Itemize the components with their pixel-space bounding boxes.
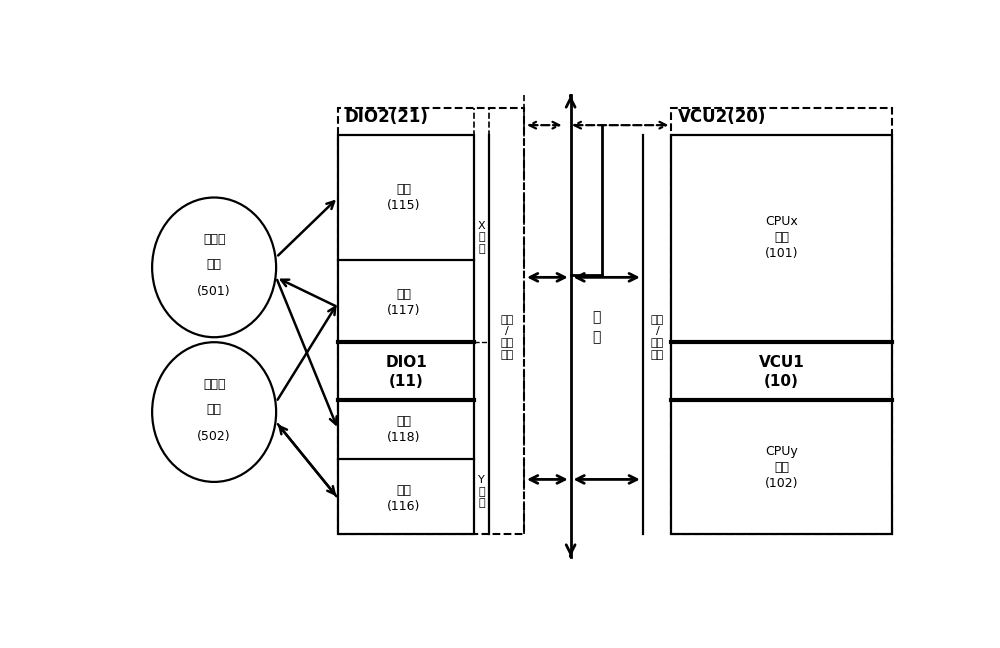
Bar <box>338 108 524 535</box>
Text: VCU1
(10): VCU1 (10) <box>759 355 804 389</box>
Text: 离散量: 离散量 <box>203 233 225 246</box>
Text: 驱动
(118): 驱动 (118) <box>387 415 421 444</box>
Text: (501): (501) <box>197 285 231 298</box>
Bar <box>671 135 892 535</box>
Text: 采集
(115): 采集 (115) <box>387 183 421 212</box>
Text: 输入
/
输出
表决: 输入 / 输出 表决 <box>500 315 514 360</box>
Text: 采集
(116): 采集 (116) <box>387 484 421 513</box>
Text: CPUx
运算
(101): CPUx 运算 (101) <box>765 215 798 260</box>
Text: 离散量: 离散量 <box>203 378 225 391</box>
Text: 输出: 输出 <box>207 259 222 272</box>
Text: CPUy
运算
(102): CPUy 运算 (102) <box>765 445 798 491</box>
Text: X
支
路: X 支 路 <box>478 221 485 254</box>
Text: (502): (502) <box>197 430 231 443</box>
Ellipse shape <box>152 342 276 482</box>
Text: 输入: 输入 <box>207 403 222 416</box>
Text: DIO2(21): DIO2(21) <box>344 108 428 126</box>
Text: 输入
/
输出
表决: 输入 / 输出 表决 <box>651 315 664 360</box>
Text: 总
线: 总 线 <box>592 310 600 344</box>
Text: DIO1
(11): DIO1 (11) <box>385 355 427 389</box>
Text: 驱动
(117): 驱动 (117) <box>387 288 421 317</box>
Bar <box>671 108 892 535</box>
Bar <box>338 135 474 535</box>
Ellipse shape <box>152 198 276 337</box>
Text: VCU2(20): VCU2(20) <box>678 108 766 126</box>
Text: Y
支
路: Y 支 路 <box>478 475 485 509</box>
